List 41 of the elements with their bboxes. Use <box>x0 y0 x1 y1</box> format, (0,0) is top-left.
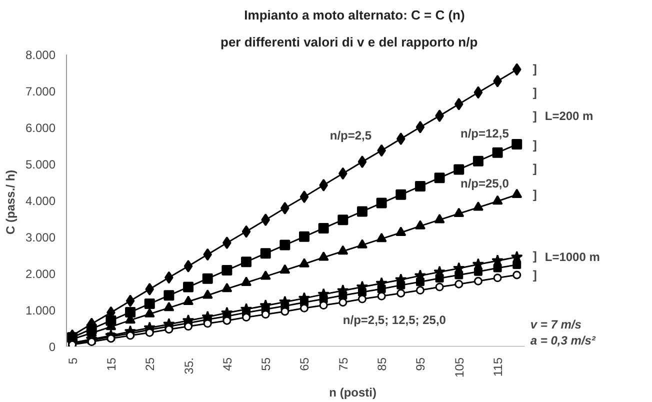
text: ] <box>532 268 537 282</box>
y-tick-label: 2.000 <box>25 267 56 281</box>
x-tick-label: 105 <box>452 357 466 378</box>
x-tick-label: 65 <box>298 357 312 371</box>
text: L=200 m <box>544 109 594 124</box>
text: ] <box>532 138 537 152</box>
text: ] <box>532 248 537 263</box>
chart-title: Impianto a moto alternato: C = C (n) <box>244 8 465 22</box>
y-tick-label: 4.000 <box>25 194 56 208</box>
y-tick-label: 5.000 <box>25 158 56 172</box>
x-tick-label: 85 <box>375 357 390 371</box>
y-tick-label: 0 <box>48 340 56 354</box>
text: ] <box>532 188 537 202</box>
annotation: n/p=2,5; 12,5; 25,0 <box>342 312 446 327</box>
chart-subtitle: per differenti valori di v e del rapporto n/p <box>220 34 478 50</box>
text: v = 7 m/s <box>530 318 582 332</box>
x-tick-label: 5 <box>66 357 80 364</box>
x-tick-label: 25 <box>143 357 158 371</box>
y-tick-label: 7.000 <box>25 84 56 98</box>
text: L=1000 m <box>544 250 600 264</box>
x-tick-label: 45 <box>220 357 234 371</box>
x-tick-label: 75 <box>336 357 350 371</box>
x-axis-title: n (posti) <box>329 386 376 400</box>
x-tick-label: 15 <box>104 357 118 371</box>
x-tick-label: 55 <box>259 357 274 371</box>
y-tick-label: 3.000 <box>25 230 56 244</box>
series-label: n/p=2,5 <box>330 128 372 142</box>
text: ] <box>532 161 537 176</box>
y-tick-label: 6.000 <box>25 121 56 135</box>
x-tick-label: 95 <box>414 357 428 371</box>
text: ] <box>532 108 537 123</box>
y-axis-title: C (pass./ h) <box>3 170 18 235</box>
y-tick-label: 8.000 <box>25 48 56 62</box>
text: ] <box>532 62 537 76</box>
x-tick-label: 115 <box>491 357 506 377</box>
x-tick-label: 35. <box>182 357 196 374</box>
text: ] <box>532 85 537 100</box>
y-tick-label: 1.000 <box>25 304 56 318</box>
text: a = 0,3 m/s² <box>530 334 596 348</box>
series-label: n/p=25,0 <box>460 176 510 191</box>
series-label: n/p=12,5 <box>460 126 510 140</box>
